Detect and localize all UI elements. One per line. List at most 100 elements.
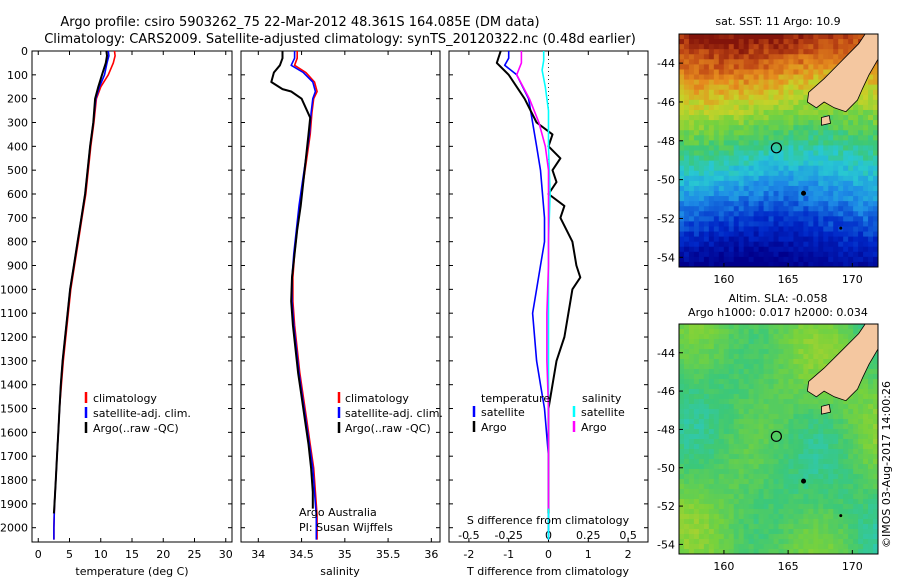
- map-cell: [828, 175, 834, 182]
- map-cell: [703, 104, 710, 111]
- map-cell: [688, 160, 695, 167]
- map-cell: [743, 256, 750, 263]
- map-cell: [808, 459, 814, 465]
- map-cell: [848, 424, 854, 430]
- map-cell: [773, 145, 780, 152]
- map-cell: [803, 424, 809, 430]
- depth-tick-label: 900: [7, 260, 28, 273]
- map-cell: [753, 524, 760, 530]
- map-cell: [843, 170, 849, 177]
- map-cell: [778, 221, 785, 228]
- map-cell: [788, 231, 795, 238]
- map-cell: [788, 84, 795, 91]
- map-cell: [803, 140, 809, 147]
- map-cell: [743, 206, 750, 212]
- x-tick-label: 34: [251, 548, 265, 561]
- map-cell: [803, 150, 809, 157]
- map-cell: [853, 201, 859, 207]
- map-cell: [838, 39, 844, 45]
- map-cell: [733, 339, 740, 345]
- map-cell: [743, 429, 750, 435]
- map-cell: [828, 549, 834, 554]
- map-cell: [693, 261, 700, 267]
- map-cell: [723, 419, 730, 425]
- map-cell: [743, 89, 750, 96]
- map-cell: [708, 84, 715, 91]
- map-cell: [748, 444, 755, 450]
- map-cell: [818, 49, 824, 55]
- map-cell: [733, 89, 740, 96]
- map-cell: [708, 509, 715, 515]
- map-cell: [798, 409, 804, 415]
- map-cell: [838, 549, 844, 554]
- map-cell: [808, 44, 814, 50]
- map-cell: [848, 444, 854, 450]
- map-cell: [718, 140, 725, 147]
- map-cell: [838, 165, 844, 172]
- map-cell: [798, 39, 804, 45]
- map-cell: [783, 329, 790, 335]
- map-cell: [778, 216, 785, 223]
- map-cell: [798, 150, 804, 157]
- map-cell: [773, 49, 780, 55]
- map-cell: [728, 349, 735, 355]
- map-cell: [788, 364, 795, 370]
- map-cell: [723, 54, 730, 60]
- map-cell: [843, 529, 849, 535]
- map-cell: [753, 379, 760, 385]
- map-cell: [748, 549, 755, 554]
- map-cell: [723, 449, 730, 455]
- map-cell: [703, 504, 710, 510]
- map-cell: [768, 135, 775, 141]
- map-cell: [863, 489, 869, 495]
- map-cell: [708, 544, 715, 550]
- map-cell: [773, 196, 780, 202]
- map-cell: [838, 464, 844, 470]
- map-cell: [843, 434, 849, 440]
- map-cell: [848, 549, 854, 554]
- map-cell: [693, 175, 700, 182]
- map-cell: [773, 79, 780, 86]
- map-cell: [773, 409, 780, 415]
- map-cell: [813, 74, 819, 81]
- map-cell: [743, 324, 750, 330]
- map-cell: [788, 524, 795, 530]
- map-cell: [808, 524, 814, 530]
- map-cell: [728, 109, 735, 116]
- map-cell: [823, 484, 829, 490]
- map-cell: [838, 201, 844, 207]
- map-cell: [708, 155, 715, 162]
- map-cell: [698, 140, 705, 147]
- map-cell: [718, 339, 725, 345]
- map-cell: [868, 170, 874, 177]
- map-cell: [778, 389, 785, 395]
- map-cell: [713, 180, 720, 187]
- map-cell: [858, 180, 864, 187]
- map-cell: [768, 150, 775, 157]
- map-cell: [803, 256, 809, 263]
- map-cell: [833, 409, 839, 415]
- map-cell: [773, 261, 780, 267]
- map-cell: [868, 479, 874, 485]
- map-cell: [733, 94, 740, 101]
- map-cell: [679, 140, 685, 147]
- map-cell: [853, 489, 859, 495]
- map-cell: [833, 120, 839, 126]
- map-cell: [843, 180, 849, 187]
- map-cell: [823, 109, 829, 116]
- map-cell: [688, 246, 695, 253]
- map-cell: [808, 160, 814, 167]
- map-cell: [843, 246, 849, 253]
- map-cell: [738, 109, 745, 116]
- map-cell: [868, 474, 874, 480]
- map-cell: [788, 44, 795, 50]
- map-cell: [813, 201, 819, 207]
- map-cell: [713, 206, 720, 212]
- map-cell: [863, 524, 869, 530]
- map-cell: [703, 514, 710, 520]
- map-cell: [753, 160, 760, 167]
- map-cell: [683, 324, 690, 330]
- map-cell: [708, 206, 715, 212]
- map-cell: [858, 165, 864, 172]
- map-cell: [698, 246, 705, 253]
